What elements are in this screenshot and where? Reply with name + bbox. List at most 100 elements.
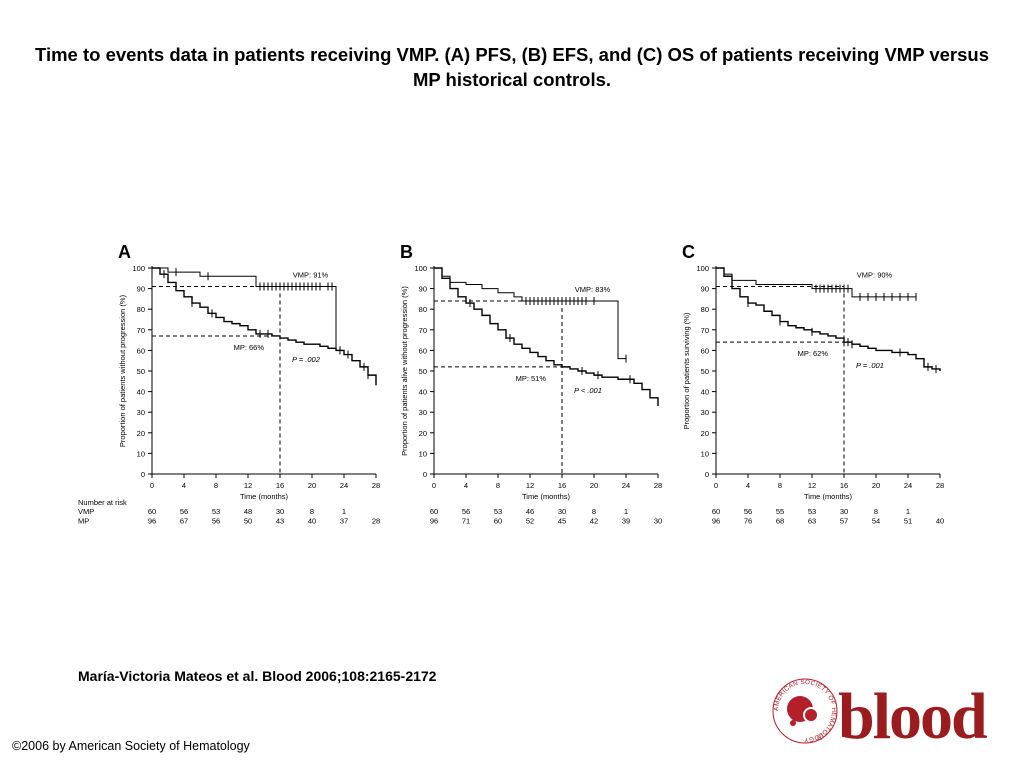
risk-value: 53 — [494, 507, 502, 516]
risk-value: 1 — [624, 507, 628, 516]
x-tick-label: 4 — [182, 481, 186, 490]
series-vmp-line — [434, 267, 626, 360]
series-vmp-label: VMP: 91% — [293, 271, 329, 280]
x-tick-label: 24 — [340, 481, 348, 490]
x-tick-label: 20 — [590, 481, 598, 490]
y-tick-label: 50 — [419, 367, 427, 376]
risk-value: 96 — [712, 517, 720, 526]
x-tick-label: 8 — [496, 481, 500, 490]
risk-value: 8 — [310, 507, 314, 516]
x-tick-label: 0 — [432, 481, 436, 490]
copyright: ©2006 by American Society of Hematology — [12, 739, 250, 753]
x-tick-label: 0 — [714, 481, 718, 490]
y-tick-label: 90 — [419, 285, 427, 294]
y-tick-label: 0 — [423, 470, 427, 479]
y-tick-label: 30 — [137, 408, 145, 417]
blood-journal-logo: AMERICAN SOCIETY OF HEMATOLOGY ® blood — [772, 678, 989, 746]
risk-value: 60 — [148, 507, 156, 516]
y-tick-label: 20 — [419, 429, 427, 438]
risk-value: 52 — [526, 517, 534, 526]
risk-value: 53 — [212, 507, 220, 516]
x-tick-label: 24 — [622, 481, 630, 490]
risk-value: 56 — [180, 507, 188, 516]
y-tick-label: 50 — [701, 367, 709, 376]
risk-value: 67 — [180, 517, 188, 526]
risk-value: 30 — [654, 517, 662, 526]
y-tick-label: 90 — [137, 285, 145, 294]
x-tick-label: 24 — [904, 481, 912, 490]
p-value: P = .001 — [856, 361, 884, 370]
risk-value: 30 — [276, 507, 284, 516]
risk-value: 71 — [462, 517, 470, 526]
risk-value: 56 — [462, 507, 470, 516]
risk-value: 1 — [906, 507, 910, 516]
risk-row-label: VMP — [78, 507, 94, 516]
y-axis-label: Proportion of patients surviving (%) — [682, 312, 691, 429]
x-tick-label: 16 — [558, 481, 566, 490]
risk-value: 54 — [872, 517, 880, 526]
x-tick-label: 12 — [808, 481, 816, 490]
x-tick-label: 4 — [464, 481, 468, 490]
risk-value: 1 — [342, 507, 346, 516]
x-tick-label: 28 — [654, 481, 662, 490]
y-tick-label: 60 — [419, 346, 427, 355]
risk-value: 96 — [148, 517, 156, 526]
x-axis-label: Time (months) — [804, 492, 853, 501]
risk-value: 55 — [776, 507, 784, 516]
y-tick-label: 80 — [137, 305, 145, 314]
panel-c: C 0 10 20 30 40 50 60 70 80 90 100 0 4 8 12 16 20 24 28 Time… — [682, 242, 944, 526]
risk-table-title: Number at risk — [78, 498, 127, 507]
y-tick-label: 0 — [705, 470, 709, 479]
y-tick-label: 10 — [701, 449, 709, 458]
risk-value: 53 — [808, 507, 816, 516]
series-mp-label: MP: 62% — [798, 349, 829, 358]
risk-value: 39 — [622, 517, 630, 526]
series-mp-line — [152, 267, 377, 386]
slide-title: Time to events data in patients receivin… — [34, 44, 989, 90]
y-tick-label: 40 — [419, 388, 427, 397]
y-tick-label: 70 — [701, 326, 709, 335]
risk-value: 48 — [244, 507, 252, 516]
y-tick-label: 70 — [419, 326, 427, 335]
risk-value: 28 — [372, 517, 380, 526]
y-tick-label: 20 — [137, 429, 145, 438]
y-tick-label: 100 — [132, 264, 145, 273]
risk-value: 60 — [430, 507, 438, 516]
x-tick-label: 16 — [276, 481, 284, 490]
risk-value: 56 — [744, 507, 752, 516]
y-tick-label: 20 — [701, 429, 709, 438]
x-tick-label: 8 — [778, 481, 782, 490]
y-tick-label: 90 — [701, 285, 709, 294]
y-tick-label: 30 — [701, 408, 709, 417]
panel-letter: C — [682, 242, 695, 262]
panel-b: B 0 10 20 30 40 50 60 70 80 90 100 0 4 8 12 16 20 24 28 Time… — [400, 242, 662, 526]
risk-value: 40 — [308, 517, 316, 526]
risk-value: 96 — [430, 517, 438, 526]
risk-value: 57 — [840, 517, 848, 526]
citation: María-Victoria Mateos et al. Blood 2006;… — [78, 668, 437, 684]
series-vmp-label: VMP: 90% — [857, 271, 893, 280]
x-tick-label: 20 — [308, 481, 316, 490]
risk-value: 60 — [712, 507, 720, 516]
risk-value: 46 — [526, 507, 534, 516]
risk-value: 8 — [592, 507, 596, 516]
risk-value: 42 — [590, 517, 598, 526]
blood-wordmark: blood — [838, 680, 987, 746]
y-tick-label: 100 — [414, 264, 427, 273]
y-tick-label: 0 — [141, 470, 145, 479]
x-tick-label: 12 — [526, 481, 534, 490]
series-vmp-label: VMP: 83% — [575, 285, 611, 294]
risk-value: 8 — [874, 507, 878, 516]
x-tick-label: 0 — [150, 481, 154, 490]
y-tick-label: 100 — [696, 264, 709, 273]
y-tick-label: 60 — [137, 346, 145, 355]
y-tick-label: 40 — [701, 388, 709, 397]
risk-value: 50 — [244, 517, 252, 526]
series-mp-label: MP: 66% — [234, 343, 265, 352]
panel-letter: A — [118, 242, 131, 262]
registered-mark: ® — [817, 733, 823, 742]
risk-value: 60 — [494, 517, 502, 526]
x-tick-label: 12 — [244, 481, 252, 490]
